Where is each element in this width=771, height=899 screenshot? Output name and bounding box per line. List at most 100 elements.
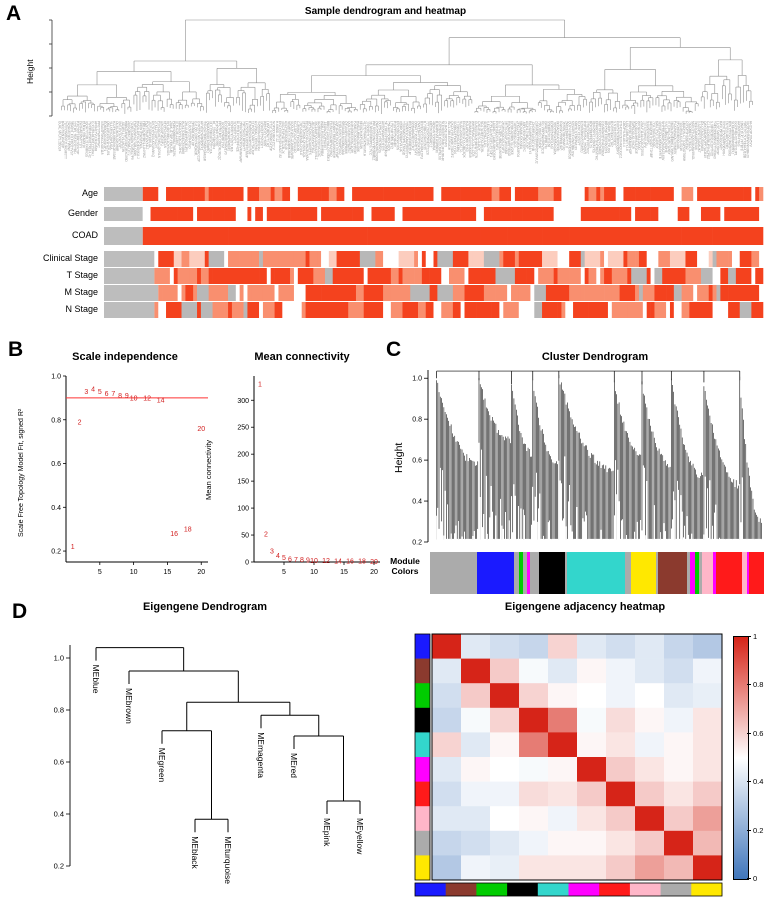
svg-text:RRUQXSYGCL3WZEUYAA: RRUQXSYGCL3WZEUYAA bbox=[305, 121, 309, 161]
svg-text:S.N161D3X03DZ: S.N161D3X03DZ bbox=[613, 121, 617, 146]
svg-text:ZI.8H5E.D802VF9: ZI.8H5E.D802VF9 bbox=[444, 121, 448, 147]
svg-text:Y.NT.L4BMZV.QVDHE: Y.NT.L4BMZV.QVDHE bbox=[664, 121, 668, 153]
module-segment-turquoise bbox=[566, 552, 626, 594]
svg-text:G.T9YZEPUM8Z5K4N93E: G.T9YZEPUM8Z5K4N93E bbox=[498, 121, 502, 159]
svg-text:GJV5EV4LDZUZUSPNLX8: GJV5EV4LDZUZUSPNLX8 bbox=[438, 121, 442, 160]
svg-text:EQB3QQ2GOSK3P1: EQB3QQ2GOSK3P1 bbox=[103, 121, 107, 151]
svg-text:J.N0O627LJUYN: J.N0O627LJUYN bbox=[365, 121, 369, 146]
module-segment-pink bbox=[741, 552, 748, 594]
colorbar-tick-mark bbox=[747, 878, 751, 879]
module-colors-label-line2: Colors bbox=[391, 566, 419, 577]
svg-text:300: 300 bbox=[237, 398, 249, 405]
svg-text:6FVPCNUQ3XL1N: 6FVPCNUQ3XL1N bbox=[163, 121, 167, 149]
module-colors-bar bbox=[430, 552, 764, 594]
svg-text:CUJOV202XHRSO: CUJOV202XHRSO bbox=[187, 121, 191, 149]
svg-text:LLQC.MW0EWUJ9R0P: LLQC.MW0EWUJ9R0P bbox=[715, 121, 719, 155]
svg-text:G7RZ6YUW.NN0QWACC2P: G7RZ6YUW.NN0QWACC2P bbox=[196, 121, 200, 162]
svg-text:A0JN1TNBQ.U7XP: A0JN1TNBQ.U7XP bbox=[525, 121, 529, 149]
svg-text:Z8AK.U7IDP.YEHZUB: Z8AK.U7IDP.YEHZUB bbox=[169, 121, 173, 153]
svg-text:B4KGTE6LW401IP: B4KGTE6LW401IP bbox=[61, 121, 65, 148]
svg-text:2A6ZEDAFH77X.8: 2A6ZEDAFH77X.8 bbox=[564, 121, 568, 148]
svg-text:JB7JQOXRAYW.P3GJ: JB7JQOXRAYW.P3GJ bbox=[311, 121, 315, 154]
svg-text:UXGSSP1K30PJ.: UXGSSP1K30PJ. bbox=[160, 121, 164, 146]
svg-text:9TI738Q.C8QRI7OXBY: 9TI738Q.C8QRI7OXBY bbox=[667, 121, 671, 156]
svg-text:MM5EJLX6KFWL8X: MM5EJLX6KFWL8X bbox=[573, 121, 577, 151]
axes: 5 10 15 200.20.40.60.81.0 bbox=[51, 374, 208, 576]
svg-text:DUKHL3I3HWM1V: DUKHL3I3HWM1V bbox=[82, 121, 86, 149]
cluster-dendrogram-title: Cluster Dendrogram bbox=[541, 351, 649, 363]
svg-text:0.2: 0.2 bbox=[412, 540, 422, 547]
svg-text:1: 1 bbox=[258, 382, 262, 389]
svg-text:T3UUWEO3PN.LNNGD: T3UUWEO3PN.LNNGD bbox=[401, 121, 405, 156]
svg-text:HSY0BAL.U39XZ9M: HSY0BAL.U39XZ9M bbox=[254, 121, 258, 151]
svg-text:QWAADG88JH9MPKJ: QWAADG88JH9MPKJ bbox=[205, 121, 209, 154]
svg-text:1N7IZIJU4KQZXR2: 1N7IZIJU4KQZXR2 bbox=[724, 121, 728, 149]
svg-text:G.XS2FHMJW1ZZSRAJ: G.XS2FHMJW1ZZSRAJ bbox=[91, 121, 95, 156]
svg-text:0.4: 0.4 bbox=[412, 499, 422, 506]
colorbar-tick-mark bbox=[747, 781, 751, 783]
svg-text:OU75HC1YXNJNNOS: OU75HC1YXNJNNOS bbox=[377, 121, 381, 153]
svg-text:FPCTFURC.O2EDM.XEQZ: FPCTFURC.O2EDM.XEQZ bbox=[217, 121, 221, 160]
svg-text:2PX4HB.WD4.6P: 2PX4HB.WD4.6P bbox=[190, 121, 194, 146]
module-segment-pink bbox=[701, 552, 713, 594]
svg-text:0.2: 0.2 bbox=[54, 862, 64, 871]
row-color-pink bbox=[415, 806, 430, 832]
panel-a-title: Sample dendrogram and heatmap bbox=[304, 6, 467, 17]
col-color-blue bbox=[415, 883, 446, 896]
svg-text:RA.NLM8PSFGD16.Y4: RA.NLM8PSFGD16.Y4 bbox=[528, 121, 532, 154]
heatmap-col-colors bbox=[414, 882, 723, 897]
col-color-yellow bbox=[691, 883, 723, 896]
svg-text:VCFRR7K7S39TUE6: VCFRR7K7S39TUE6 bbox=[230, 121, 234, 152]
svg-text:GU4L.VKU79.2DO24: GU4L.VKU79.2DO24 bbox=[58, 121, 62, 152]
eigengene-dendrogram-lines: 0.2 0.4 0.6 0.8 1.0 MEblack MEturquoise MEgreen… bbox=[54, 645, 365, 884]
svg-text:P7PLDUYF25F1.F97UF1: P7PLDUYF25F1.F97UF1 bbox=[489, 121, 493, 157]
svg-text:.63FLYEVH5EX7EFC: .63FLYEVH5EX7EFC bbox=[522, 121, 526, 152]
svg-text:NLEXEED7UMB.UFGJRHR: NLEXEED7UMB.UFGJRHR bbox=[441, 121, 445, 162]
svg-text:QUY4.INBMRPCND6H5J8: QUY4.INBMRPCND6H5J8 bbox=[567, 121, 571, 159]
svg-text:VBQ4AMU0XXNEA: VBQ4AMU0XXNEA bbox=[519, 121, 523, 150]
svg-text:5UPKDI2UQ.YNCR: 5UPKDI2UQ.YNCR bbox=[631, 121, 635, 150]
svg-text:.CHDRR1490DTLNB: .CHDRR1490DTLNB bbox=[531, 121, 535, 151]
module-segment-magenta bbox=[747, 552, 750, 594]
svg-text:O0W4.TJ6ZDM4D7G4Y: O0W4.TJ6ZDM4D7G4Y bbox=[414, 121, 418, 156]
panel-d-label: D bbox=[12, 600, 28, 623]
col-color-red bbox=[599, 883, 631, 896]
module-segment-red bbox=[716, 552, 742, 594]
svg-text:VG.YRF5AWJR6VZC8: VG.YRF5AWJR6VZC8 bbox=[540, 121, 544, 154]
trait-label-m-stage: M Stage bbox=[64, 287, 98, 297]
svg-text:0.4: 0.4 bbox=[51, 505, 61, 512]
svg-text:NHPRRXBDP.QM5AZ5.KW: NHPRRXBDP.QM5AZ5.KW bbox=[661, 121, 665, 160]
svg-text:GGCP4EH927P3ZQJP1: GGCP4EH927P3ZQJP1 bbox=[733, 121, 737, 156]
svg-text:7LNYCW8MVJ2JHGM0TT: 7LNYCW8MVJ2JHGM0TT bbox=[64, 121, 68, 159]
eigengene-label-MEpink: MEpink bbox=[322, 818, 332, 847]
svg-text:5: 5 bbox=[98, 389, 102, 396]
svg-text:SQ0UYJKR.JZ1MMB.W9K: SQ0UYJKR.JZ1MMB.W9K bbox=[290, 121, 294, 160]
svg-text:CPLXN8OHDWIEM1: CPLXN8OHDWIEM1 bbox=[226, 121, 230, 151]
svg-text:XMT.EV7DVLFV5P: XMT.EV7DVLFV5P bbox=[118, 121, 122, 148]
svg-text:20: 20 bbox=[197, 569, 205, 576]
svg-text:10: 10 bbox=[130, 395, 138, 402]
svg-text:9: 9 bbox=[306, 558, 310, 565]
eigengene-heatmap-title: Eigengene adjacency heatmap bbox=[504, 601, 666, 613]
svg-text:1: 1 bbox=[71, 544, 75, 551]
eigengene-adjacency-heatmap bbox=[431, 633, 723, 881]
svg-text:73GOBESTO7EDZ7L: 73GOBESTO7EDZ7L bbox=[688, 121, 692, 152]
svg-text:HZLAPA3FQ6KYHX3: HZLAPA3FQ6KYHX3 bbox=[465, 121, 469, 152]
row-color-black bbox=[415, 707, 430, 733]
row-color-blue bbox=[415, 634, 430, 659]
svg-text:IA29BSGB6Y56YUCC0C: IA29BSGB6Y56YUCC0C bbox=[317, 121, 321, 158]
svg-text:R9QWAXYU5ARF5EGD: R9QWAXYU5ARF5EGD bbox=[507, 121, 511, 157]
col-color-black bbox=[507, 883, 539, 896]
svg-text:5RTVO.R3JPJW5.KBG: 5RTVO.R3JPJW5.KBG bbox=[504, 121, 508, 155]
svg-text:5.3J00FWTSUOAUKT: 5.3J00FWTSUOAUKT bbox=[697, 121, 701, 153]
svg-text:P18YP075Q8HBY..: P18YP075Q8HBY.. bbox=[392, 121, 396, 149]
row-color-turquoise bbox=[415, 732, 430, 758]
svg-text:DTH039XZEIX4MQIJGCZ: DTH039XZEIX4MQIJGCZ bbox=[619, 121, 623, 158]
svg-text:18WO.DUC.YFTBT8: 18WO.DUC.YFTBT8 bbox=[739, 121, 743, 151]
svg-text:6EX8ZH4KP153JW: 6EX8ZH4KP153JW bbox=[359, 121, 363, 149]
svg-text:ZPKKOHXVW.RSV4MHWAP: ZPKKOHXVW.RSV4MHWAP bbox=[239, 121, 243, 163]
eigengene-label-MEyellow: MEyellow bbox=[355, 818, 365, 855]
module-colors-label: Module Colors bbox=[382, 556, 428, 576]
svg-text:5W15OAKAEP6SIIK: 5W15OAKAEP6SIIK bbox=[694, 121, 698, 151]
